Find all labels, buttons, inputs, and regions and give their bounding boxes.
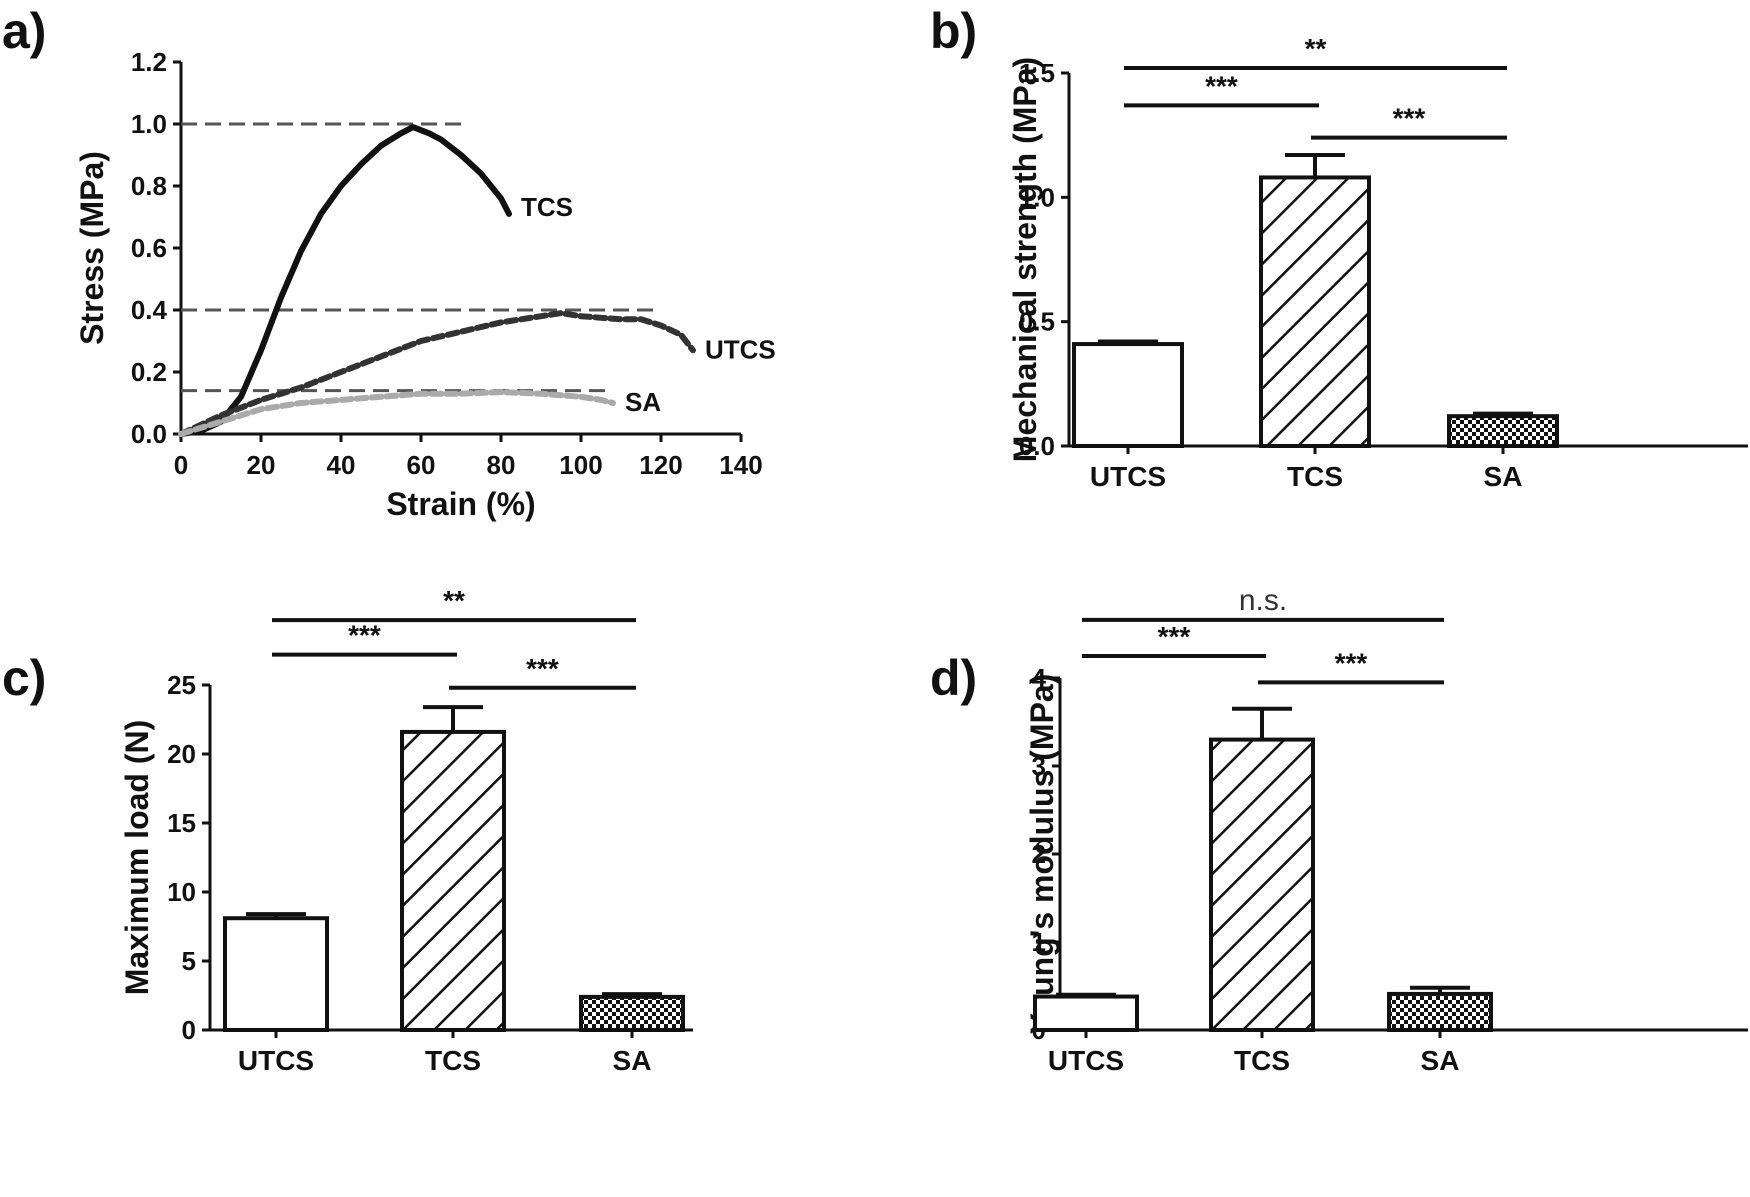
bar-sa <box>1387 991 1493 1032</box>
category-label-tcs: TCS <box>1234 1045 1290 1076</box>
category-label-utcs: UTCS <box>238 1045 314 1076</box>
y-tick-label: 3 <box>1032 751 1046 781</box>
x-tick-label: 0 <box>174 450 188 480</box>
category-label-utcs: UTCS <box>1090 461 1166 492</box>
chart-panel-a-stress-strain: 0.0 0.2 0.4 0.6 0.8 1.0 1.2 0 20 40 60 80 100 120 140 S… <box>74 47 776 522</box>
category-label-sa: SA <box>1421 1045 1460 1076</box>
series-line-sa <box>178 389 616 437</box>
y-tick-label: 0.4 <box>131 295 168 325</box>
panel-label-d: d) <box>930 650 977 706</box>
bar-utcs <box>1072 342 1184 448</box>
chart-panel-d-youngs-modulus: 01234Young's modulus (MPa)UTCSTCSSAn.s.*… <box>1024 584 1748 1076</box>
y-tick-label: 0.8 <box>131 171 167 201</box>
y-tick-label: 5 <box>182 946 196 976</box>
y-tick-label: 1.5 <box>1019 58 1055 88</box>
y-axis-title: Mechanical strength (MPa) <box>1007 57 1043 462</box>
category-label-sa: SA <box>1484 461 1523 492</box>
y-tick-label: 0.2 <box>131 357 167 387</box>
y-tick-label: 1.0 <box>1019 182 1055 212</box>
series-label-tcs: TCS <box>521 192 573 222</box>
panel-label-c: c) <box>2 650 46 706</box>
category-label-utcs: UTCS <box>1048 1045 1124 1076</box>
y-tick-label: 15 <box>167 808 196 838</box>
x-tick-label: 120 <box>639 450 682 480</box>
category-label-tcs: TCS <box>425 1045 481 1076</box>
significance-label: *** <box>1393 103 1426 134</box>
y-axis-title: Stress (MPa) <box>74 151 110 345</box>
series-line-utcs <box>178 310 696 437</box>
panel-label-b: b) <box>930 3 977 59</box>
significance-label: *** <box>1205 70 1238 101</box>
y-tick-label: 0.0 <box>131 419 167 449</box>
category-label-sa: SA <box>613 1045 652 1076</box>
significance-label: ** <box>443 585 465 616</box>
series-line-tcs <box>178 124 512 437</box>
x-axis-title: Strain (%) <box>386 486 535 522</box>
y-tick-label: 25 <box>167 670 196 700</box>
y-tick-label: 0 <box>182 1015 196 1045</box>
y-tick-label: 4 <box>1032 663 1047 693</box>
y-tick-label: 1 <box>1032 927 1046 957</box>
bar-sa <box>1447 414 1559 449</box>
y-tick-label: 10 <box>167 877 196 907</box>
x-tick-label: 60 <box>407 450 436 480</box>
bar-utcs <box>1033 994 1139 1032</box>
series-label-utcs: UTCS <box>705 334 776 364</box>
y-tick-label: 20 <box>167 739 196 769</box>
y-tick-label: 0.5 <box>1019 307 1055 337</box>
significance-label: *** <box>526 653 559 684</box>
y-axis-title: Young's modulus (MPa) <box>1024 674 1060 1035</box>
significance-label: *** <box>1335 647 1368 678</box>
y-tick-label: 0.6 <box>131 233 167 263</box>
y-axis-title: Maximum load (N) <box>119 720 155 996</box>
x-tick-label: 140 <box>719 450 762 480</box>
bar-sa <box>579 994 685 1033</box>
significance-label: n.s. <box>1239 584 1287 617</box>
series-label-sa: SA <box>625 387 661 417</box>
y-tick-label: 1.2 <box>131 47 167 77</box>
significance-label: *** <box>348 620 381 651</box>
bar-utcs <box>223 916 329 1032</box>
panel-label-a: a) <box>2 3 46 59</box>
y-tick-label: 2 <box>1032 839 1046 869</box>
significance-label: *** <box>1158 621 1191 652</box>
bar-tcs <box>400 729 506 1032</box>
y-tick-label: 0.0 <box>1019 431 1055 461</box>
significance-label: ** <box>1305 33 1327 64</box>
x-tick-label: 80 <box>487 450 516 480</box>
x-tick-label: 20 <box>247 450 276 480</box>
category-label-tcs: TCS <box>1287 461 1343 492</box>
x-tick-label: 40 <box>327 450 356 480</box>
y-tick-label: 1.0 <box>131 109 167 139</box>
bar-tcs <box>1209 737 1315 1032</box>
x-tick-label: 100 <box>559 450 602 480</box>
bar-tcs <box>1259 175 1371 448</box>
